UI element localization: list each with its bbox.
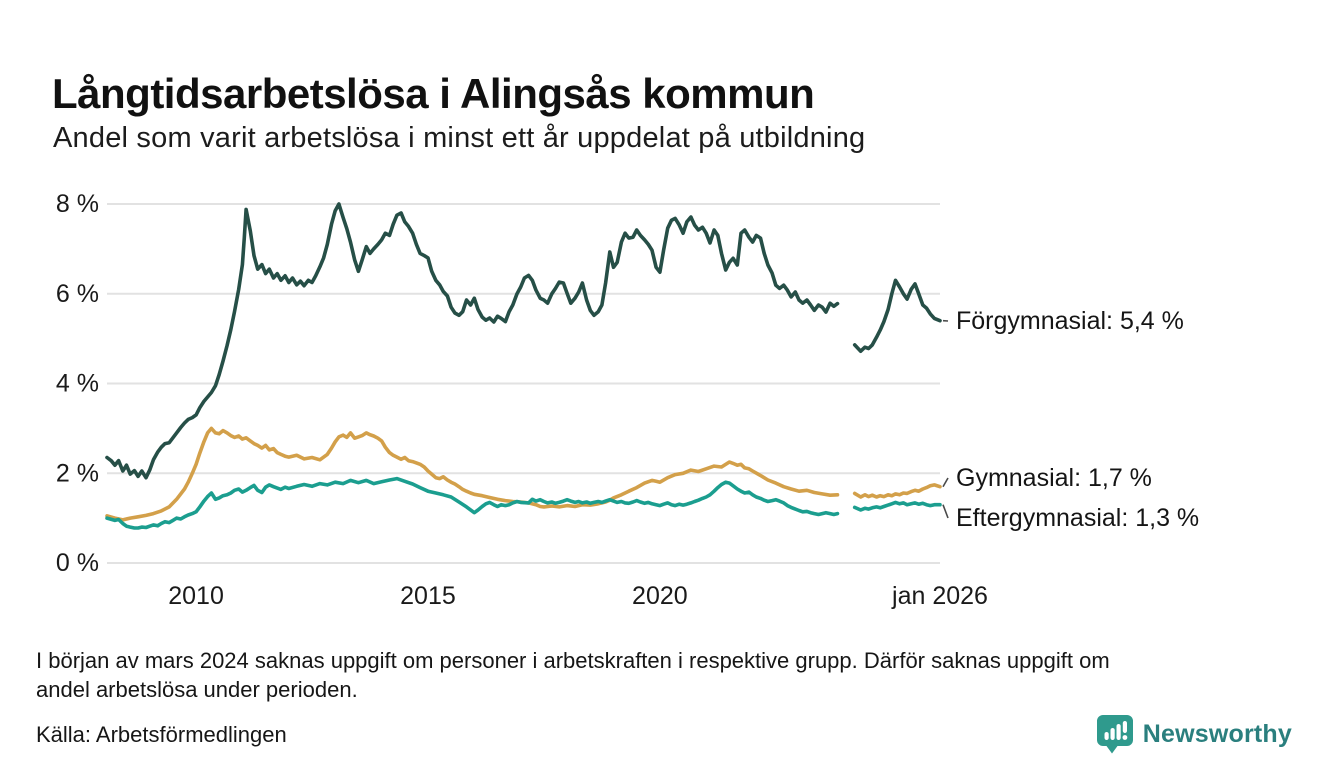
series-line-eftergymnasial [105,476,840,530]
x-tick-label: 2010 [168,582,224,610]
label-connector-eftergymnasial [942,504,949,519]
series-end-label-eftergymnasial: Eftergymnasial: 1,3 % [956,504,1199,532]
line-chart: 8 % 6 % 4 % 2 % 0 % 2010 2015 2020 jan 2026 Förgy… [56,190,1199,610]
y-tick-label: 0 % [56,549,99,577]
series-line-eftergymnasial-after-gap [852,500,942,512]
newsworthy-pin-barchart-icon [1096,715,1133,754]
newsworthy-branding: Newsworthy [1096,714,1292,754]
series-line-förgymnasial [105,202,840,480]
page-title: Långtidsarbetslösa i Alingsås kommun [52,70,815,118]
y-tick-label: 2 % [56,459,99,487]
footnote-line-2: andel arbetslösa under perioden. [36,677,358,702]
series-end-label-gymnasial: Gymnasial: 1,7 % [956,464,1152,492]
chart-subtitle: Andel som varit arbetslösa i minst ett å… [53,122,866,154]
footnote-line-1: I början av mars 2024 saknas uppgift om … [36,648,1110,673]
series-line-gymnasial [105,426,840,522]
source-note: Källa: Arbetsförmedlingen [36,722,287,747]
y-tick-label: 6 % [56,280,99,308]
chart-footnote: I början av mars 2024 saknas uppgift om … [36,646,1110,704]
newsworthy-logo-text: Newsworthy [1142,719,1292,748]
x-tick-label: 2020 [632,582,688,610]
series-line-gymnasial-after-gap [852,483,942,499]
y-tick-label: 4 % [56,370,99,398]
series-end-label-förgymnasial: Förgymnasial: 5,4 % [956,307,1184,335]
x-tick-label: 2015 [400,582,456,610]
label-connector-gymnasial [942,477,949,488]
y-tick-label: 8 % [56,190,99,218]
series-line-förgymnasial-after-gap [852,278,942,353]
x-tick-label: jan 2026 [891,582,988,610]
